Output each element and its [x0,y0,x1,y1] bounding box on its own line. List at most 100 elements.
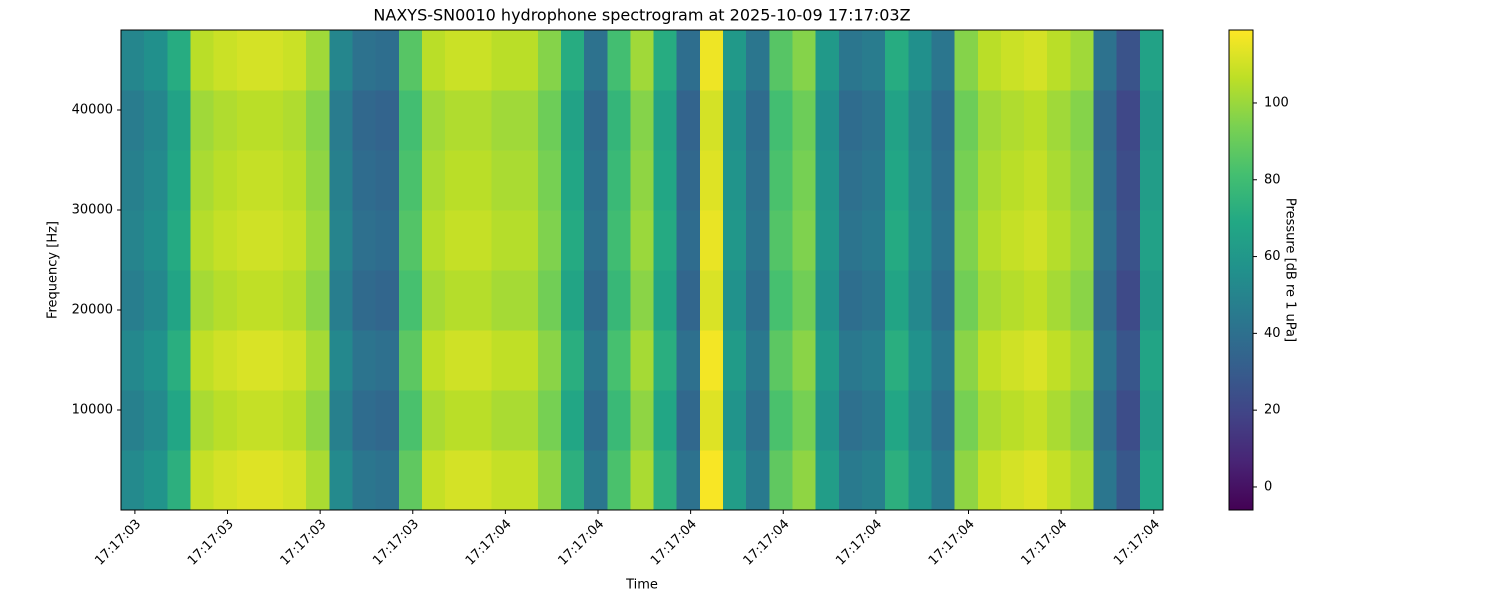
heatmap-cell [144,210,168,271]
heatmap-cell [1139,450,1164,511]
heatmap-cell [236,210,261,271]
heatmap-cell [445,270,469,331]
heatmap-cell [259,270,284,331]
heatmap-cell [746,150,770,211]
heatmap-cell [699,270,724,331]
heatmap-cell [746,90,770,151]
x-tick-label: 17:17:04 [463,517,515,569]
heatmap-cell [954,90,979,151]
heatmap-cell [306,270,330,331]
heatmap-cell [1139,210,1164,271]
heatmap-cell [607,30,631,91]
heatmap-cell [121,450,145,511]
y-tick-label: 10000 [72,403,113,418]
heatmap-cell [352,270,377,331]
heatmap-cell [422,30,446,91]
heatmap-cell [908,150,932,211]
colorbar-tick-label: 0 [1264,479,1272,494]
heatmap-cell [514,390,539,451]
heatmap-cell [167,30,191,91]
heatmap-cell [398,150,423,211]
heatmap-cell [1116,90,1141,151]
heatmap-cell [422,450,446,511]
heatmap-cell [931,90,956,151]
heatmap-cell [121,330,145,391]
heatmap-cell [815,150,840,211]
heatmap-cell [537,30,562,91]
heatmap-cell [491,150,516,211]
heatmap-cell [838,150,863,211]
heatmap-cell [213,210,238,271]
heatmap-cell [468,90,492,151]
heatmap-cell [236,150,261,211]
heatmap-cell [537,330,562,391]
heatmap-cell [584,450,608,511]
heatmap-cell [653,270,678,331]
heatmap-cell [283,330,307,391]
heatmap-cell [1116,30,1141,91]
heatmap-cell [838,270,863,331]
heatmap-cell [468,390,492,451]
heatmap-cell [259,390,284,451]
heatmap-cell [491,330,516,391]
heatmap-cell [537,90,562,151]
heatmap-cell [1047,150,1071,211]
heatmap-cell [838,210,863,271]
heatmap-cell [630,270,655,331]
heatmap-cell [1139,90,1164,151]
x-tick-label: 17:17:04 [1111,517,1163,569]
heatmap-cell [1070,450,1095,511]
heatmap-cell [190,450,215,511]
heatmap-cell [1093,210,1118,271]
heatmap-cell [375,270,400,331]
heatmap-cell [885,30,909,91]
heatmap-cell [607,210,631,271]
heatmap-cell [885,150,909,211]
heatmap-cell [977,30,1002,91]
heatmap-cell [560,330,585,391]
heatmap-cell [908,330,932,391]
heatmap-cell [190,210,215,271]
x-tick-label: 17:17:03 [185,517,237,569]
heatmap-cell [885,90,909,151]
heatmap-cell [607,330,631,391]
heatmap-cell [630,30,655,91]
heatmap-cell [190,150,215,211]
heatmap-cell [167,270,191,331]
heatmap-cell [537,270,562,331]
colorbar [1228,29,1254,511]
heatmap-cell [815,210,840,271]
heatmap-cell [445,150,469,211]
heatmap-cell [167,330,191,391]
heatmap-cell [1000,330,1025,391]
heatmap-cell [398,450,423,511]
heatmap-cell [329,30,354,91]
heatmap-cell [954,390,979,451]
heatmap-cell [236,390,261,451]
heatmap-cell [723,450,747,511]
heatmap-cell [121,30,145,91]
heatmap-cell [283,390,307,451]
heatmap-cell [514,90,539,151]
y-tick-label: 20000 [72,303,113,318]
heatmap-cell [514,210,539,271]
heatmap-cell [283,150,307,211]
heatmap-cell [398,390,423,451]
heatmap-cell [236,270,261,331]
heatmap-cell [398,330,423,391]
heatmap-cell [653,30,678,91]
heatmap-cell [306,30,330,91]
heatmap-cell [630,390,655,451]
heatmap-cell [584,150,608,211]
x-tick-label: 17:17:04 [926,517,978,569]
heatmap-cell [1093,330,1118,391]
heatmap-cell [537,450,562,511]
heatmap-cell [259,30,284,91]
heatmap-cell [607,450,631,511]
x-tick-label: 17:17:04 [555,517,607,569]
heatmap-cell [514,30,539,91]
heatmap-cell [607,90,631,151]
heatmap-cell [769,330,794,391]
heatmap-cell [676,210,701,271]
heatmap-cell [537,150,562,211]
